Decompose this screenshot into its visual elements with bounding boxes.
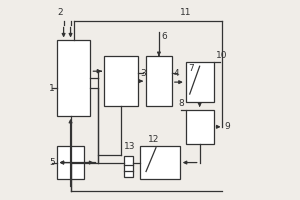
Text: 3: 3: [140, 69, 146, 78]
Bar: [124, 156, 133, 177]
Text: 7: 7: [188, 64, 194, 73]
Text: 12: 12: [148, 135, 159, 144]
Text: 1: 1: [49, 84, 55, 93]
Text: 11: 11: [180, 8, 191, 17]
Text: 6: 6: [161, 32, 167, 41]
Text: 10: 10: [215, 51, 227, 60]
Bar: [140, 146, 180, 179]
Bar: [186, 62, 214, 102]
Bar: [57, 40, 90, 116]
Text: 4: 4: [174, 69, 179, 78]
Bar: [186, 110, 214, 144]
Bar: [104, 56, 138, 106]
Bar: [57, 146, 85, 179]
Text: 13: 13: [124, 142, 136, 151]
Text: 8: 8: [178, 99, 184, 108]
Text: 5: 5: [49, 158, 55, 167]
Bar: [146, 56, 172, 106]
Text: 2: 2: [58, 8, 63, 17]
Text: 9: 9: [224, 122, 230, 131]
